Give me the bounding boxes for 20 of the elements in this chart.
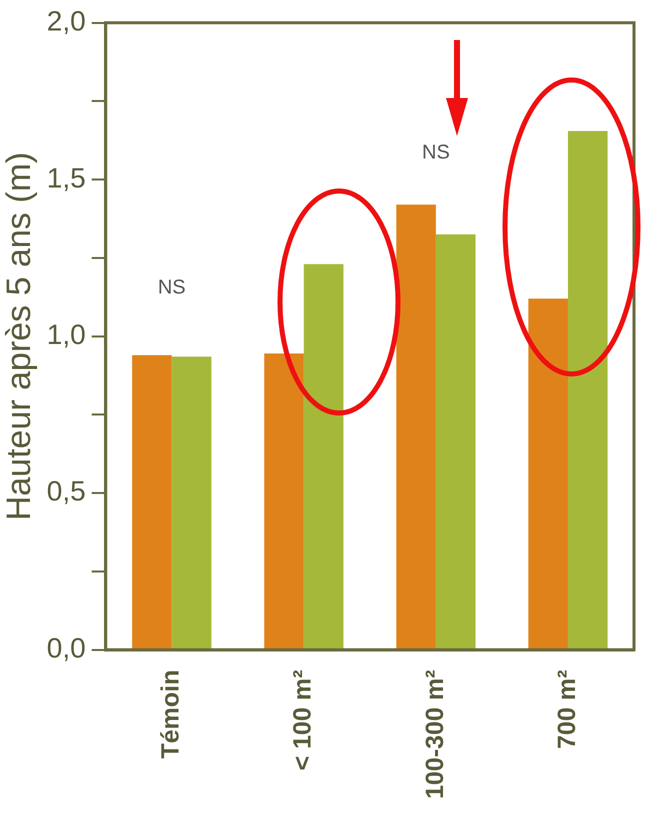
bar bbox=[528, 298, 568, 650]
bar bbox=[436, 234, 476, 650]
y-tick-label: 0,0 bbox=[46, 632, 86, 664]
y-tick-label: 2,0 bbox=[46, 6, 86, 37]
annotation: NS bbox=[422, 142, 450, 164]
bar bbox=[132, 355, 172, 650]
x-tick-label: 700 m² bbox=[552, 670, 581, 749]
y-tick-label: 0,5 bbox=[46, 476, 86, 507]
y-tick-label: 1,5 bbox=[46, 162, 86, 194]
x-tick-label: < 100 m² bbox=[288, 670, 317, 771]
bar bbox=[172, 356, 212, 650]
bar bbox=[396, 204, 436, 650]
y-tick-label: 1,0 bbox=[46, 318, 86, 350]
bar bbox=[264, 354, 304, 650]
x-tick-label: 100-300 m² bbox=[420, 670, 449, 799]
y-axis-title: Hauteur après 5 ans (m) bbox=[0, 152, 38, 521]
x-tick-label: Témoin bbox=[156, 670, 185, 759]
annotation: NS bbox=[158, 276, 186, 299]
bar bbox=[304, 264, 344, 650]
bar bbox=[568, 130, 608, 650]
